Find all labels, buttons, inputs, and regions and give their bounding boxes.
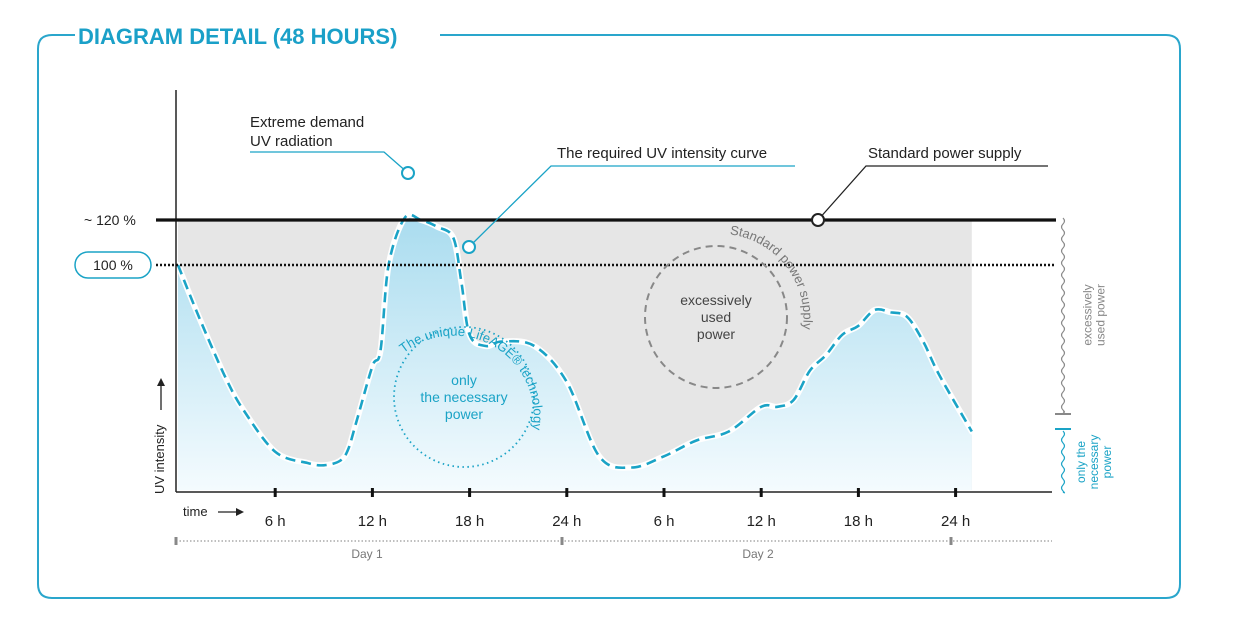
callout-extreme-line [250, 151, 409, 174]
callout-curve-text: The required UV intensity curve [557, 145, 767, 162]
x-tick-label-7: 24 h [941, 513, 970, 530]
callout-extreme-text-1: UV radiation [250, 133, 333, 150]
x-tick-label-1: 12 h [358, 513, 387, 530]
excess-bracket-label-line-1: used power [1094, 284, 1108, 346]
x-tick-label-5: 12 h [747, 513, 776, 530]
lifeage-circle [393, 326, 535, 468]
necessary-bracket-label-line-2: power [1100, 446, 1114, 479]
callout-standard-text: Standard power supply [868, 145, 1022, 162]
y-axis-arrow-head [157, 378, 165, 386]
label-100-percent: 100 % [93, 257, 133, 273]
necessary-bracket-label-line-0: only the [1074, 441, 1088, 483]
label-100-percent-pill [74, 251, 152, 279]
plot-area: ~ 120 % 100 % UV intensity time 6 h 12 h 18 h 2… [74, 90, 1114, 561]
callout-extreme-text-0: Extreme demand [250, 114, 364, 131]
x-axis-arrow-head [236, 508, 244, 516]
x-axis-label: time [183, 504, 208, 519]
callout-standard-marker [811, 213, 825, 227]
necessary-bracket-label: only the necessary power [1074, 435, 1114, 490]
excess-inner-text-1: used [701, 309, 731, 325]
uv-intensity-curve [176, 213, 973, 470]
necessary-power-area [178, 214, 972, 491]
x-tick-label-2: 18 h [455, 513, 484, 530]
label-120-percent: ~ 120 % [84, 212, 136, 228]
callout-standard-line [817, 165, 1048, 221]
x-tick-label-3: 24 h [552, 513, 581, 530]
excess-circle [644, 245, 788, 389]
day-1-label: Day 1 [351, 547, 383, 561]
frame-border [37, 34, 1181, 599]
x-tick-label-0: 6 h [265, 513, 286, 530]
necessary-bracket-label-line-1: necessary [1087, 435, 1101, 490]
excess-bracket [1060, 217, 1066, 413]
y-axis-label: UV intensity [152, 424, 167, 494]
necessary-bracket [1060, 430, 1066, 494]
frame-title: DIAGRAM DETAIL (48 HOURS) [78, 24, 397, 49]
day-2-label: Day 2 [742, 547, 774, 561]
lifeage-inner-text-1: the necessary [420, 389, 507, 405]
excess-bracket-label: excessively used power [1081, 284, 1108, 346]
excess-inner-text-0: excessively [680, 292, 752, 308]
excess-bracket-label-line-0: excessively [1081, 284, 1095, 345]
x-tick-label-6: 18 h [844, 513, 873, 530]
excess-inner-text-2: power [697, 326, 735, 342]
callout-curve-line [468, 165, 795, 248]
callout-extreme-marker [401, 166, 415, 180]
callout-curve-marker [462, 240, 476, 254]
lifeage-inner-text-0: only [451, 372, 477, 388]
lifeage-inner-text-2: power [445, 406, 483, 422]
x-tick-label-4: 6 h [654, 513, 675, 530]
